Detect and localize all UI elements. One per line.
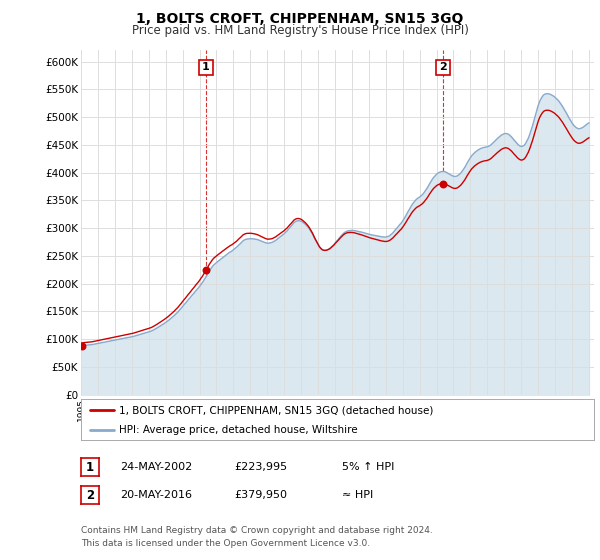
Text: Price paid vs. HM Land Registry's House Price Index (HPI): Price paid vs. HM Land Registry's House … xyxy=(131,24,469,36)
Text: £223,995: £223,995 xyxy=(234,462,287,472)
Text: 24-MAY-2002: 24-MAY-2002 xyxy=(120,462,192,472)
Text: 2: 2 xyxy=(86,488,94,502)
Text: 1: 1 xyxy=(202,63,210,72)
Text: Contains HM Land Registry data © Crown copyright and database right 2024.
This d: Contains HM Land Registry data © Crown c… xyxy=(81,526,433,548)
Point xyxy=(201,266,211,275)
Text: £379,950: £379,950 xyxy=(234,490,287,500)
Text: 1: 1 xyxy=(86,460,94,474)
Text: 1, BOLTS CROFT, CHIPPENHAM, SN15 3GQ: 1, BOLTS CROFT, CHIPPENHAM, SN15 3GQ xyxy=(136,12,464,26)
Point xyxy=(438,179,448,188)
Text: 20-MAY-2016: 20-MAY-2016 xyxy=(120,490,192,500)
Text: 2: 2 xyxy=(439,63,447,72)
Text: ≈ HPI: ≈ HPI xyxy=(342,490,373,500)
Text: HPI: Average price, detached house, Wiltshire: HPI: Average price, detached house, Wilt… xyxy=(119,424,358,435)
Text: 5% ↑ HPI: 5% ↑ HPI xyxy=(342,462,394,472)
Text: 1, BOLTS CROFT, CHIPPENHAM, SN15 3GQ (detached house): 1, BOLTS CROFT, CHIPPENHAM, SN15 3GQ (de… xyxy=(119,405,434,415)
Point xyxy=(77,341,86,350)
